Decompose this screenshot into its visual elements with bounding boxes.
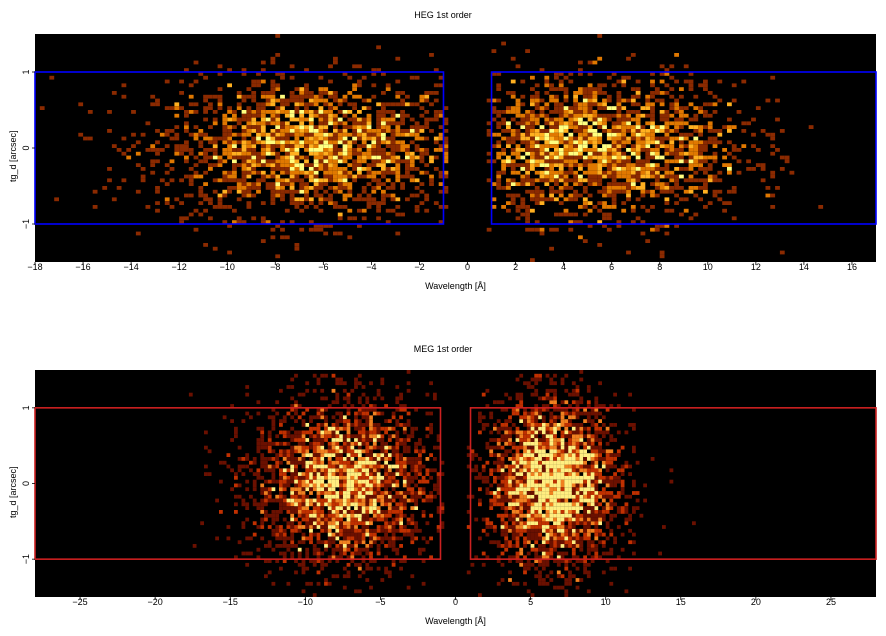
meg-x-tick-label: 15 xyxy=(676,597,686,607)
heg-x-tick-label: −10 xyxy=(220,262,235,272)
meg-panel: MEG 1st order tg_d [arcsec] −25 −20 −15 −10… xyxy=(0,318,886,636)
heg-panel: HEG 1st order tg_d [arcsec] −18 −16 −14 −12… xyxy=(8,10,877,291)
meg-x-tick-label: −5 xyxy=(375,597,385,607)
meg-xlabel: Wavelength [Å] xyxy=(425,616,486,626)
meg-y-tick-label: 0 xyxy=(21,481,31,486)
heg-xlabel: Wavelength [Å] xyxy=(425,281,486,291)
meg-x-tick-label: 25 xyxy=(826,597,836,607)
meg-x-tick-label: −15 xyxy=(223,597,238,607)
heg-x-tick-label: 0 xyxy=(465,262,470,272)
heg-x-tick-label: −8 xyxy=(270,262,280,272)
meg-x-tick-label: 20 xyxy=(751,597,761,607)
meg-x-tick-label: −10 xyxy=(298,597,313,607)
meg-x-tick-label: −25 xyxy=(72,597,87,607)
heg-y-tick-label: −1 xyxy=(21,219,31,229)
meg-x-tick-label: 10 xyxy=(601,597,611,607)
heg-x-tick-label: 2 xyxy=(513,262,518,272)
heg-event-image xyxy=(39,34,824,262)
heg-x-tick-label: −12 xyxy=(172,262,187,272)
meg-x-tick-label: 5 xyxy=(528,597,533,607)
meg-y-tick-label: −1 xyxy=(21,554,31,564)
heg-x-tick-label: −2 xyxy=(414,262,424,272)
meg-plot-background xyxy=(35,370,876,597)
heg-plot: −18 −16 −14 −12 −10 −8 −6 −4 −2 0 2 4 6 8 10 12 14 16−101 xyxy=(21,34,877,272)
heg-x-tick-label: −18 xyxy=(27,262,42,272)
heg-x-tick-label: 6 xyxy=(609,262,614,272)
heg-x-tick-label: 12 xyxy=(751,262,761,272)
heg-x-tick-label: 10 xyxy=(703,262,713,272)
heg-x-tick-label: 4 xyxy=(561,262,566,272)
heg-x-tick-label: 14 xyxy=(799,262,809,272)
heg-extraction-region-plus xyxy=(490,71,877,225)
meg-x-tick-label: −20 xyxy=(148,597,163,607)
heg-y-tick-label: 1 xyxy=(21,69,31,74)
heg-title: HEG 1st order xyxy=(414,10,472,20)
heg-y-tick-label: 0 xyxy=(21,145,31,150)
heg-x-tick-label: 16 xyxy=(847,262,857,272)
meg-event-image xyxy=(188,370,696,597)
meg-extraction-region-plus xyxy=(469,407,877,560)
meg-plot: −25 −20 −15 −10 −5 0 5 10 15 20 25−101 xyxy=(21,370,877,607)
meg-y-tick-label: 1 xyxy=(21,405,31,410)
heg-x-tick-label: −14 xyxy=(123,262,138,272)
meg-title: MEG 1st order xyxy=(413,344,473,354)
meg-x-tick-label: 0 xyxy=(453,597,458,607)
heg-x-tick-label: 8 xyxy=(657,262,662,272)
heg-x-tick-label: −16 xyxy=(75,262,90,272)
heg-x-tick-label: −6 xyxy=(318,262,328,272)
heg-x-tick-label: −4 xyxy=(366,262,376,272)
